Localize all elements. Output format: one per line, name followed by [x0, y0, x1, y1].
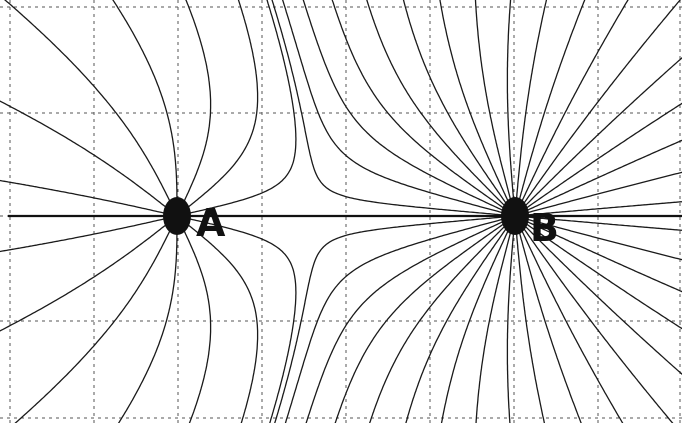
- field-line-from-a: [14, 215, 178, 423]
- field-line-from-b: [506, 0, 516, 217]
- charge-b-dot: [501, 197, 529, 235]
- field-line-from-b: [514, 0, 586, 217]
- field-line-from-b: [439, 0, 516, 217]
- field-line-from-b: [514, 215, 682, 375]
- field-line-from-b: [475, 215, 516, 423]
- field-line-from-b: [405, 215, 516, 423]
- field-line-from-b: [305, 215, 516, 423]
- field-line-from-b: [368, 215, 516, 423]
- field-line-from-b: [281, 0, 516, 217]
- field-line-from-a: [176, 215, 212, 423]
- field-line-from-a: [176, 0, 212, 217]
- field-line-from-a: [112, 0, 178, 216]
- field-line-from-a: [0, 215, 178, 253]
- field-line-from-b: [506, 215, 516, 423]
- field-line-from-b: [514, 215, 682, 231]
- field-line-from-b: [514, 0, 681, 217]
- field-line-from-a: [117, 216, 178, 423]
- field-line-from-b: [514, 215, 582, 423]
- field-line-from-a: [0, 179, 178, 217]
- field-line-from-a: [176, 0, 297, 217]
- field-line-from-b: [284, 215, 516, 423]
- field-line-from-b: [474, 0, 516, 217]
- field-line-from-b: [514, 102, 682, 217]
- field-line-from-a: [176, 215, 297, 423]
- field-line-from-a: [0, 100, 178, 217]
- field-line-from-b: [331, 0, 516, 217]
- field-line-from-b: [514, 57, 682, 217]
- field-line-from-b: [514, 171, 682, 217]
- field-line-from-b: [302, 0, 516, 217]
- charge-b-label: B: [530, 206, 559, 250]
- field-line-from-b: [514, 215, 682, 293]
- field-line-from-b: [366, 0, 516, 217]
- field-line-from-b: [274, 215, 516, 423]
- field-line-from-b: [514, 215, 682, 261]
- field-line-from-b: [440, 215, 516, 423]
- field-line-from-b: [514, 215, 674, 423]
- field-line-from-b: [402, 0, 516, 217]
- field-line-from-a: [176, 215, 259, 423]
- charge-a-dot: [163, 197, 191, 235]
- field-line-from-b: [514, 215, 682, 330]
- field-line-from-b: [334, 215, 516, 423]
- field-line-from-a: [176, 0, 259, 217]
- field-line-from-b: [271, 0, 516, 217]
- field-line-from-b: [514, 201, 682, 217]
- field-line-from-b: [514, 0, 629, 217]
- field-line-from-b: [514, 215, 546, 423]
- field-line-from-b: [514, 215, 624, 423]
- field-line-from-b: [514, 0, 548, 217]
- field-line-from-a: [0, 215, 178, 332]
- charge-a-label: A: [196, 201, 226, 245]
- field-line-from-a: [4, 0, 178, 217]
- field-line-from-b: [514, 139, 682, 217]
